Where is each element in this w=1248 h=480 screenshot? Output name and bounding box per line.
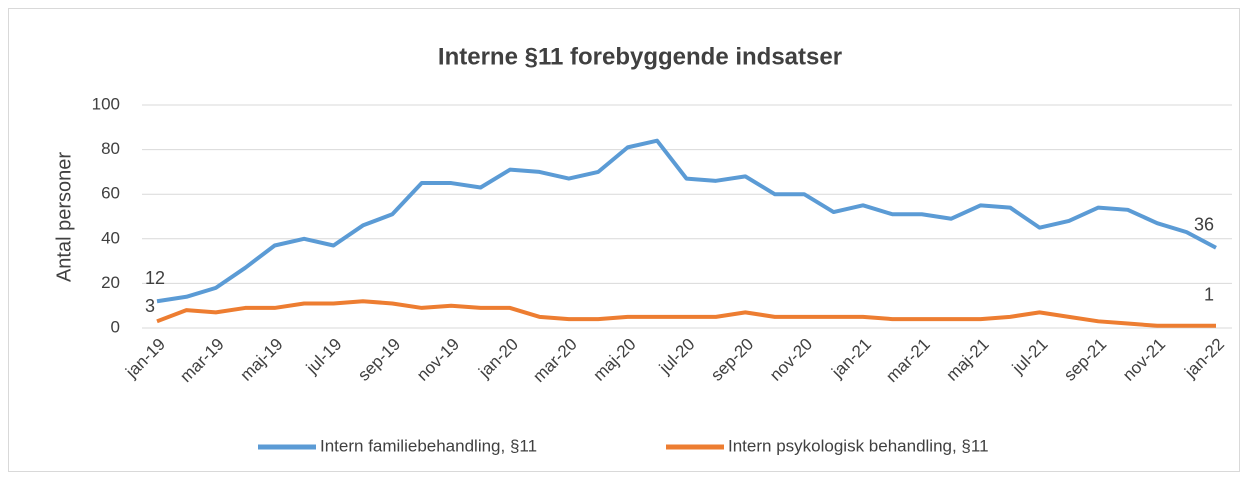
data-label: 36 — [1194, 214, 1214, 234]
data-label: 1 — [1204, 285, 1214, 305]
data-label: 12 — [145, 268, 165, 288]
chart-border — [8, 8, 1240, 472]
y-tick-label: 80 — [101, 139, 120, 158]
series-line — [156, 138, 1217, 304]
chart-title: Interne §11 forebyggende indsatser — [438, 43, 842, 70]
series-line — [156, 299, 1216, 328]
legend-label: Intern familiebehandling, §11 — [320, 436, 537, 455]
y-tick-label: 40 — [101, 228, 120, 247]
legend-label: Intern psykologisk behandling, §11 — [728, 436, 989, 455]
y-tick-label: 20 — [101, 273, 120, 292]
y-axis-label: Antal personer — [53, 152, 75, 282]
y-tick-label: 60 — [101, 184, 120, 203]
y-tick-label: 100 — [92, 94, 120, 113]
data-label: 3 — [145, 296, 155, 316]
y-tick-label: 0 — [111, 317, 120, 336]
